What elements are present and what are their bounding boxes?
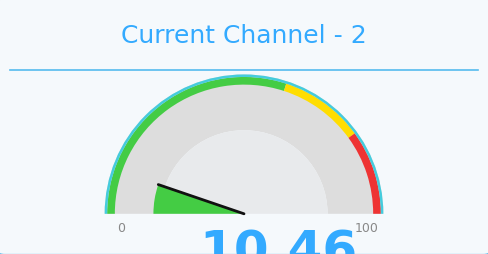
Text: 100: 100 <box>355 221 379 234</box>
Text: Current Channel - 2: Current Channel - 2 <box>121 24 367 47</box>
Wedge shape <box>161 131 327 214</box>
Wedge shape <box>107 78 286 214</box>
Wedge shape <box>104 75 384 214</box>
Text: 10.46: 10.46 <box>200 228 358 254</box>
Text: 0: 0 <box>118 221 125 234</box>
Wedge shape <box>153 185 244 214</box>
Wedge shape <box>348 134 381 214</box>
Wedge shape <box>284 84 355 138</box>
Wedge shape <box>104 75 384 214</box>
